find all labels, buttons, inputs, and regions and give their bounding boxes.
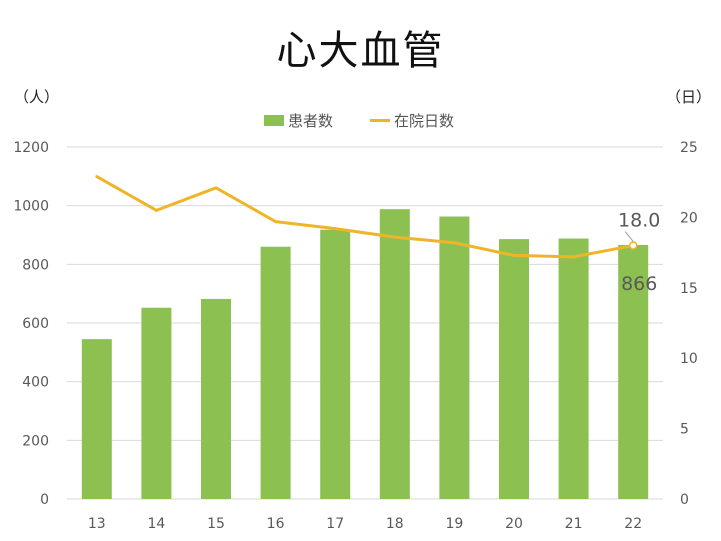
- right-axis-unit: （日）: [666, 88, 712, 106]
- line-series-stay-days: [96, 175, 634, 259]
- bar: [260, 246, 291, 499]
- y-left-tick-label: 1000: [13, 199, 49, 215]
- x-tick-label: 21: [565, 516, 583, 532]
- bar: [379, 209, 410, 500]
- line-point: [393, 235, 397, 239]
- x-tick-label: 22: [624, 516, 642, 532]
- y-left-tick-label: 1200: [13, 140, 49, 156]
- bar: [618, 244, 649, 499]
- bar-last-data-label: 866: [621, 273, 657, 295]
- line-point: [154, 208, 158, 212]
- y-right-tick-label: 15: [680, 281, 698, 297]
- bar: [320, 229, 351, 499]
- y-right-tick-label: 25: [680, 140, 698, 156]
- legend-item-stay-days: 在院日数: [370, 110, 454, 131]
- data-label-leader: [624, 231, 634, 242]
- x-tick-label: 15: [207, 516, 225, 532]
- y-left-tick-label: 800: [22, 257, 49, 273]
- y-right-tick-label: 20: [680, 210, 698, 226]
- bar: [439, 216, 470, 499]
- legend-bar-swatch: [264, 115, 284, 126]
- line-point: [274, 220, 278, 224]
- line-point: [572, 255, 576, 259]
- bar: [141, 307, 172, 499]
- line-point: [512, 253, 516, 257]
- legend-item-patients: 患者数: [264, 110, 333, 131]
- y-left-tick-label: 600: [22, 316, 49, 332]
- legend-line-swatch: [370, 119, 390, 122]
- x-tick-label: 20: [505, 516, 523, 532]
- left-axis-unit: （人）: [14, 88, 60, 106]
- legend-line-label: 在院日数: [394, 112, 455, 130]
- y-right-tick-label: 0: [680, 492, 689, 508]
- legend-bar-label: 患者数: [288, 112, 334, 130]
- x-tick-label: 18: [386, 516, 404, 532]
- bar: [499, 239, 529, 499]
- y-left-tick-label: 400: [22, 375, 49, 391]
- y-right-tick-label: 10: [680, 351, 698, 367]
- x-tick-label: 13: [88, 516, 106, 532]
- y-left-tick-label: 0: [40, 492, 49, 508]
- bar: [81, 339, 112, 499]
- x-tick-label: 19: [445, 516, 463, 532]
- bar: [201, 298, 231, 499]
- line-last-data-label: 18.0: [618, 210, 660, 232]
- x-tick-label: 16: [267, 516, 285, 532]
- line-point: [95, 175, 99, 179]
- x-tick-label: 17: [326, 516, 344, 532]
- line-point: [214, 186, 218, 190]
- chart-title: 心大血管: [276, 28, 445, 74]
- line-point: [333, 227, 337, 231]
- line-point: [452, 241, 456, 245]
- x-tick-label: 14: [147, 516, 165, 532]
- bar: [558, 238, 589, 499]
- y-left-tick-label: 200: [22, 433, 49, 449]
- y-right-tick-label: 5: [680, 422, 689, 438]
- line-last-point-marker: [628, 241, 638, 250]
